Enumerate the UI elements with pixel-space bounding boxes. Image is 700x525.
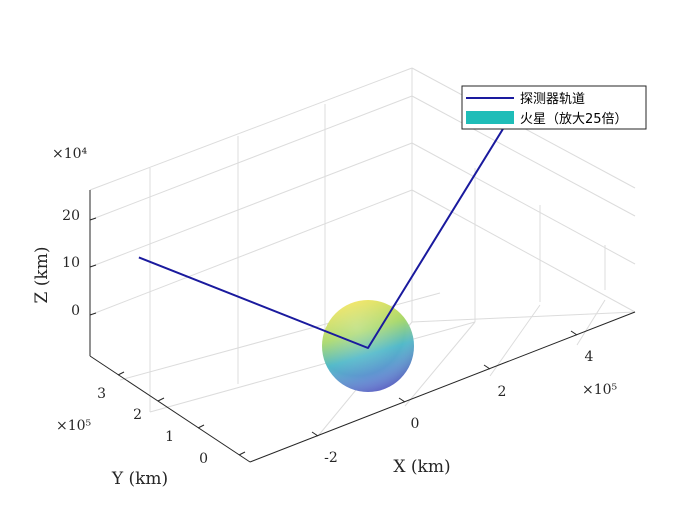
z-exponent-label: ×10⁴	[52, 146, 88, 162]
legend-label-probe-trajectory: 探测器轨道	[520, 92, 585, 107]
legend-swatch-mars	[466, 111, 514, 124]
grid-line	[411, 311, 636, 323]
y-tick-label: 2	[133, 407, 142, 423]
x-exponent-label: ×10⁵	[582, 382, 618, 398]
grid-line	[404, 321, 476, 407]
x-tick-label: 0	[411, 416, 420, 432]
x-tick-label: 4	[585, 349, 594, 365]
grid-line	[89, 142, 413, 268]
z-tick-label: 0	[71, 303, 80, 319]
x-tick-mark	[311, 431, 319, 437]
y-tick-label: 1	[165, 429, 174, 445]
z-tick-mark	[89, 312, 97, 316]
grid-line	[89, 67, 413, 191]
grid-line	[411, 142, 636, 265]
tick-marks	[89, 217, 578, 456]
y-axis-line	[89, 355, 251, 463]
grid-lines	[89, 67, 636, 437]
x-tick-mark	[570, 330, 578, 336]
y-tick-mark	[238, 451, 246, 456]
grid-line	[489, 304, 541, 377]
x-tick-mark	[483, 364, 491, 370]
z-tick-mark	[89, 217, 97, 221]
x-tick-label: -2	[324, 450, 338, 466]
legend: 探测器轨道 火星（放大25倍）	[461, 85, 647, 130]
mars-sphere-shading	[322, 300, 414, 392]
x-axis-line	[249, 311, 636, 463]
grid-line	[149, 321, 476, 413]
tick-labels: ×10⁴ 20 10 0 3 2 1 0 ×10⁵ -2 0 2 4 ×10⁵	[52, 146, 618, 467]
y-tick-label: 3	[97, 386, 106, 402]
axes	[89, 190, 636, 463]
y-tick-mark	[197, 424, 205, 429]
y-tick-mark	[117, 371, 125, 376]
x-tick-label: 2	[498, 384, 507, 400]
grid-line	[89, 95, 413, 221]
z-tick-mark	[89, 264, 97, 268]
z-tick-label: 20	[62, 208, 80, 224]
legend-label-mars: 火星（放大25倍）	[520, 112, 628, 127]
y-tick-label: 0	[199, 451, 208, 467]
x-tick-mark	[398, 397, 406, 403]
grid-line	[411, 95, 636, 217]
z-tick-label: 10	[62, 255, 80, 271]
series-line-probe-trajectory	[138, 92, 526, 349]
grid-line	[411, 189, 636, 313]
y-axis-label: Y (km)	[111, 469, 168, 489]
x-axis-label: X (km)	[393, 457, 450, 477]
z-axis-label: Z (km)	[32, 247, 52, 304]
grid-line	[89, 189, 413, 316]
y-tick-mark	[157, 397, 165, 402]
mars-sphere	[322, 300, 414, 392]
grid-line	[576, 299, 606, 346]
y-exponent-label: ×10⁵	[56, 418, 92, 434]
